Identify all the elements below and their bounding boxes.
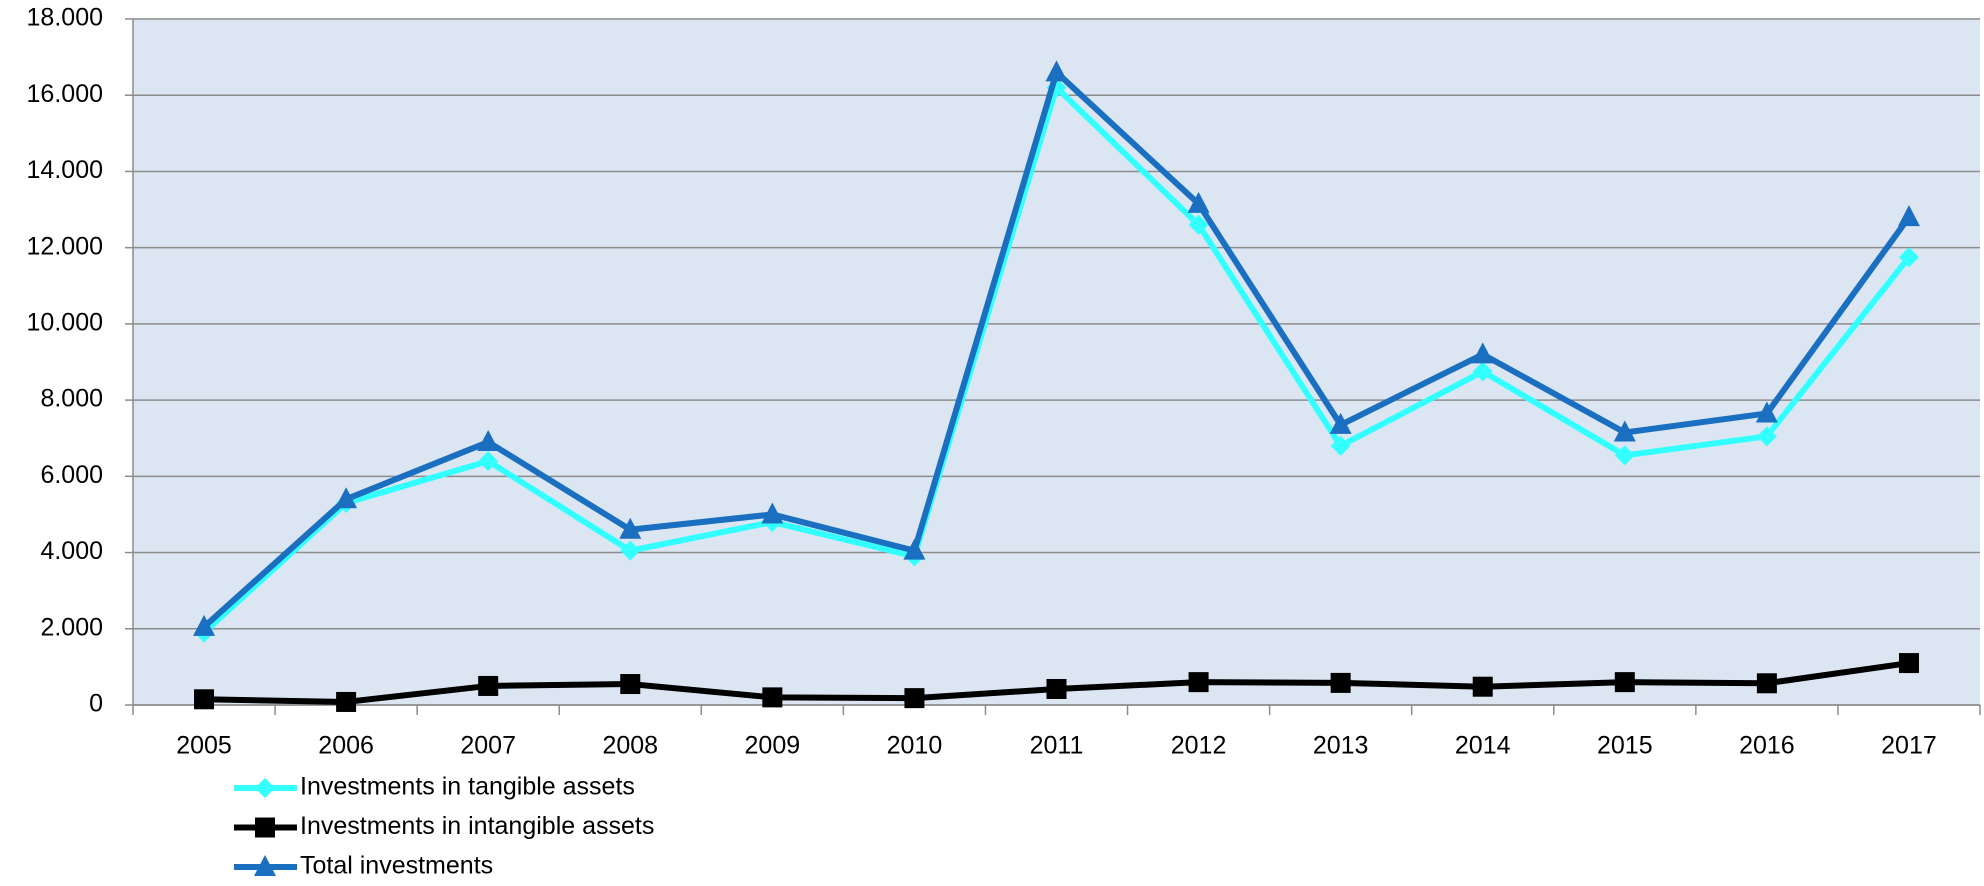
marker <box>336 691 357 712</box>
marker <box>478 675 499 696</box>
marker <box>1472 676 1493 697</box>
x-tick-label: 2011 <box>1030 732 1084 760</box>
marker <box>1755 401 1778 423</box>
y-tick-label: 4.000 <box>40 537 103 565</box>
x-tick-label: 2008 <box>602 732 658 760</box>
legend-marker <box>254 855 276 876</box>
marker <box>1898 247 1919 268</box>
x-tick-label: 2016 <box>1739 732 1795 760</box>
marker <box>761 502 784 524</box>
x-tick-label: 2017 <box>1881 732 1937 760</box>
legend-label: Total investments <box>300 852 493 880</box>
y-tick-label: 6.000 <box>40 461 103 489</box>
marker <box>194 689 215 710</box>
y-tick-label: 14.000 <box>27 156 103 184</box>
y-tick-label: 12.000 <box>27 232 103 260</box>
marker <box>1614 672 1635 693</box>
marker <box>477 430 500 452</box>
marker <box>1188 214 1209 235</box>
marker <box>620 674 641 695</box>
marker <box>335 487 358 509</box>
marker <box>1471 342 1494 364</box>
plot-area <box>133 19 1980 705</box>
marker <box>1330 672 1351 693</box>
marker <box>1045 60 1068 82</box>
marker <box>1187 191 1210 213</box>
x-tick-label: 2013 <box>1313 732 1369 760</box>
y-tick-label: 8.000 <box>40 385 103 413</box>
marker <box>762 687 783 708</box>
x-tick-label: 2005 <box>176 732 232 760</box>
y-tick-label: 16.000 <box>27 80 103 108</box>
y-tick-label: 2.000 <box>40 613 103 641</box>
marker <box>478 451 499 472</box>
marker <box>1330 435 1351 456</box>
y-tick-label: 10.000 <box>27 308 103 336</box>
legend-marker <box>255 778 275 798</box>
marker <box>1613 420 1636 442</box>
x-tick-label: 2006 <box>318 732 374 760</box>
marker <box>1329 412 1352 434</box>
x-tick-label: 2015 <box>1597 732 1653 760</box>
marker <box>620 540 641 561</box>
legend-label: Investments in tangible assets <box>300 773 635 801</box>
marker <box>1472 361 1493 382</box>
marker <box>193 614 216 636</box>
marker <box>1898 653 1919 674</box>
x-tick-label: 2010 <box>887 732 943 760</box>
x-tick-label: 2009 <box>745 732 801 760</box>
legend-marker <box>255 817 275 838</box>
marker <box>619 517 642 539</box>
marker <box>1756 426 1777 447</box>
marker <box>1046 678 1067 699</box>
marker <box>904 688 925 709</box>
marker <box>1897 205 1920 227</box>
x-tick-label: 2007 <box>460 732 516 760</box>
marker <box>1188 672 1209 693</box>
x-tick-label: 2012 <box>1171 732 1227 760</box>
x-tick-label: 2014 <box>1455 732 1511 760</box>
y-tick-label: 18.000 <box>27 4 103 32</box>
legend-label: Investments in intangible assets <box>300 812 654 840</box>
marker <box>903 538 926 560</box>
marker <box>1614 445 1635 466</box>
marker <box>1756 673 1777 694</box>
y-tick-label: 0 <box>89 690 103 718</box>
